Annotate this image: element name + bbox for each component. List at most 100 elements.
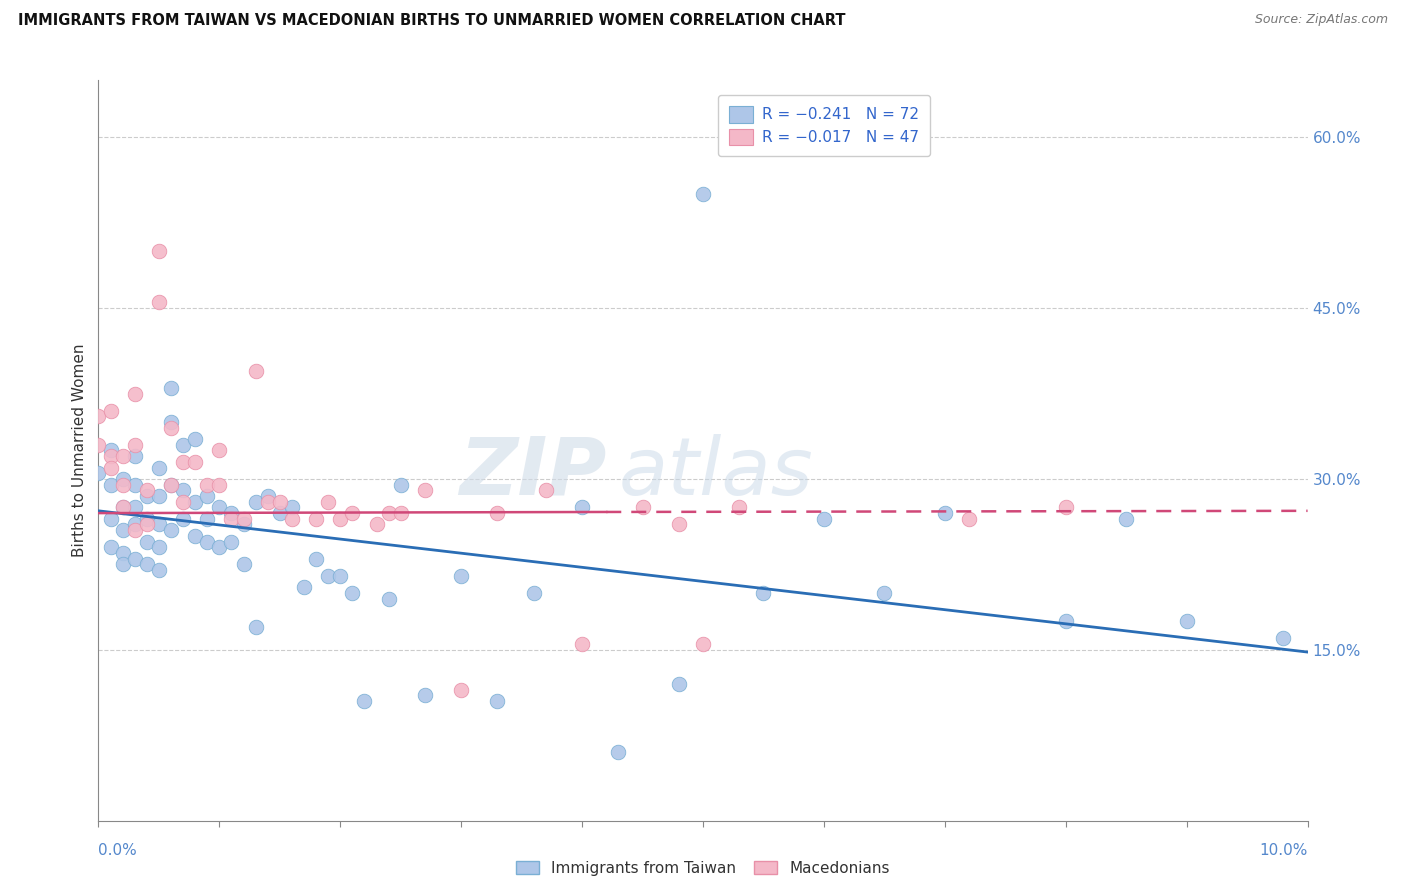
Point <box>631 500 654 515</box>
Point <box>135 483 157 498</box>
Point <box>232 558 254 572</box>
Point <box>245 620 267 634</box>
Point <box>292 580 315 594</box>
Point <box>377 591 399 606</box>
Point <box>100 460 122 475</box>
Point <box>87 467 110 481</box>
Point <box>87 438 110 452</box>
Point <box>305 551 328 566</box>
Point <box>208 541 231 555</box>
Point <box>245 364 267 378</box>
Point <box>124 500 146 515</box>
Point <box>135 489 157 503</box>
Point <box>111 500 134 515</box>
Point <box>124 386 146 401</box>
Text: 0.0%: 0.0% <box>98 843 138 858</box>
Point <box>111 523 134 537</box>
Point <box>208 477 231 491</box>
Point <box>124 523 146 537</box>
Point <box>692 637 714 651</box>
Point <box>232 512 254 526</box>
Point <box>571 500 593 515</box>
Point <box>184 494 207 508</box>
Point <box>342 586 364 600</box>
Point <box>269 506 291 520</box>
Point <box>353 694 375 708</box>
Point <box>160 415 183 429</box>
Point <box>148 489 170 503</box>
Point <box>1115 512 1137 526</box>
Point <box>377 506 399 520</box>
Point <box>221 506 243 520</box>
Point <box>413 483 436 498</box>
Point <box>148 295 170 310</box>
Point <box>329 568 352 582</box>
Point <box>607 745 630 759</box>
Point <box>148 517 170 532</box>
Point <box>523 586 546 600</box>
Y-axis label: Births to Unmarried Women: Births to Unmarried Women <box>72 343 87 558</box>
Point <box>100 477 122 491</box>
Legend: Immigrants from Taiwan, Macedonians: Immigrants from Taiwan, Macedonians <box>509 853 897 883</box>
Point <box>486 506 509 520</box>
Point <box>668 677 690 691</box>
Point <box>934 506 956 520</box>
Point <box>195 477 218 491</box>
Point <box>148 563 170 577</box>
Point <box>413 689 436 703</box>
Point <box>195 489 218 503</box>
Point <box>148 244 170 259</box>
Point <box>100 541 122 555</box>
Point <box>172 438 194 452</box>
Point <box>221 534 243 549</box>
Text: 10.0%: 10.0% <box>1260 843 1308 858</box>
Point <box>305 512 328 526</box>
Point <box>269 494 291 508</box>
Point <box>752 586 775 600</box>
Point <box>245 494 267 508</box>
Point <box>111 500 134 515</box>
Point <box>256 494 278 508</box>
Point <box>172 512 194 526</box>
Point <box>160 381 183 395</box>
Point <box>124 438 146 452</box>
Point <box>172 483 194 498</box>
Point <box>692 187 714 202</box>
Text: ZIP: ZIP <box>458 434 606 512</box>
Point <box>111 477 134 491</box>
Text: Source: ZipAtlas.com: Source: ZipAtlas.com <box>1254 13 1388 27</box>
Point <box>135 512 157 526</box>
Point <box>208 443 231 458</box>
Point <box>450 682 472 697</box>
Point <box>957 512 980 526</box>
Point <box>111 449 134 463</box>
Point <box>160 477 183 491</box>
Point <box>135 558 157 572</box>
Point <box>486 694 509 708</box>
Point <box>160 420 183 434</box>
Point <box>172 494 194 508</box>
Point <box>111 472 134 486</box>
Point <box>329 512 352 526</box>
Point <box>668 517 690 532</box>
Point <box>1054 615 1077 629</box>
Point <box>135 534 157 549</box>
Point <box>813 512 835 526</box>
Point <box>100 449 122 463</box>
Text: IMMIGRANTS FROM TAIWAN VS MACEDONIAN BIRTHS TO UNMARRIED WOMEN CORRELATION CHART: IMMIGRANTS FROM TAIWAN VS MACEDONIAN BIR… <box>18 13 846 29</box>
Point <box>208 500 231 515</box>
Point <box>160 477 183 491</box>
Point <box>366 517 388 532</box>
Point <box>111 546 134 560</box>
Point <box>316 568 339 582</box>
Point <box>124 517 146 532</box>
Point <box>124 551 146 566</box>
Point <box>124 477 146 491</box>
Point <box>124 449 146 463</box>
Point <box>873 586 896 600</box>
Point <box>184 432 207 446</box>
Point <box>100 443 122 458</box>
Text: atlas: atlas <box>619 434 813 512</box>
Point <box>389 477 412 491</box>
Point <box>316 494 339 508</box>
